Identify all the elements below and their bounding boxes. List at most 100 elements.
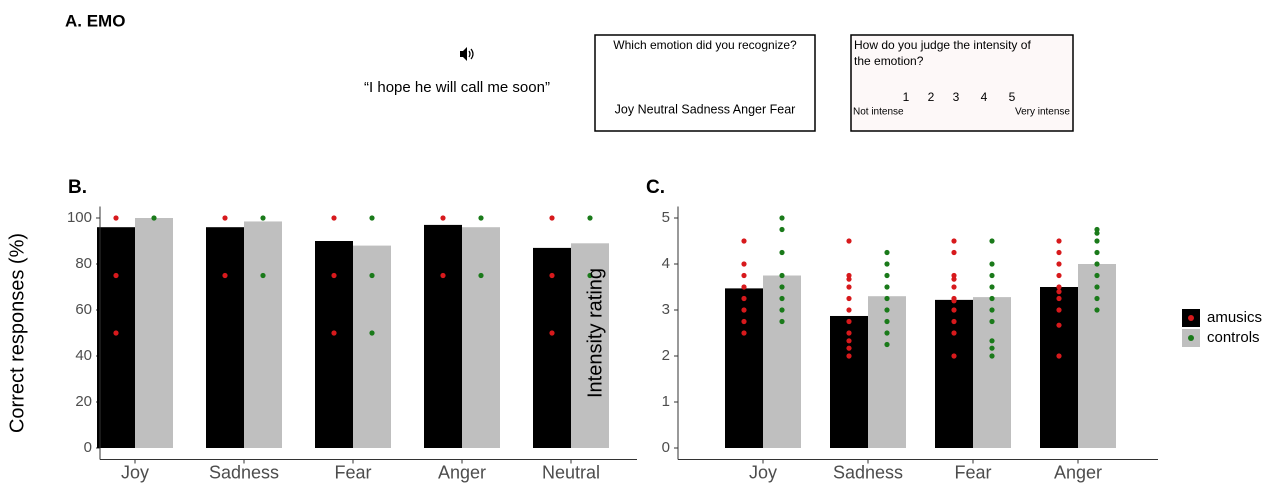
data-point: [951, 284, 957, 290]
data-point: [1056, 238, 1062, 244]
data-point: [846, 330, 852, 336]
x-tick-label: Anger: [438, 462, 486, 482]
data-point: [260, 215, 266, 221]
data-point: [1056, 272, 1062, 279]
data-point: [113, 330, 119, 336]
data-point: [951, 330, 957, 336]
bar: [353, 245, 391, 448]
data-point: [1056, 289, 1062, 295]
data-point: [846, 272, 852, 279]
data-point: [951, 272, 957, 279]
y-tick-label: 0: [662, 439, 670, 456]
data-point: [222, 272, 228, 279]
bar: [206, 227, 244, 448]
scale-number: 2: [928, 90, 935, 104]
data-point: [369, 330, 375, 336]
bar: [97, 227, 135, 448]
data-point: [989, 338, 995, 344]
bar: [1040, 287, 1078, 448]
bar: [244, 221, 282, 448]
bar: [1078, 264, 1116, 448]
y-tick-label: 0: [84, 439, 92, 456]
data-point: [1056, 307, 1062, 313]
data-point: [113, 215, 119, 221]
data-point: [779, 215, 785, 221]
data-point: [884, 272, 890, 279]
data-point: [989, 284, 995, 290]
data-point: [989, 272, 995, 279]
data-point: [1056, 295, 1062, 302]
data-point: [741, 284, 747, 290]
data-point: [1094, 307, 1100, 313]
data-point: [331, 215, 337, 221]
y-tick-label: 40: [75, 347, 92, 364]
data-point: [440, 215, 446, 221]
quote: “I hope he will call me soon”: [364, 79, 550, 96]
data-point: [884, 261, 890, 267]
options: Joy Neutral Sadness Anger Fear: [615, 102, 796, 116]
data-point: [951, 318, 957, 325]
scale-number: 3: [953, 90, 960, 104]
bar: [830, 315, 868, 448]
bar: [315, 241, 353, 448]
data-point: [1094, 249, 1100, 256]
data-point: [1094, 230, 1100, 236]
y-tick-label: 2: [662, 347, 670, 364]
data-point: [741, 238, 747, 244]
legend-label: controls: [1207, 329, 1260, 346]
scale-high: Very intense: [1015, 107, 1070, 118]
data-point: [846, 353, 852, 359]
data-point: [1094, 272, 1100, 279]
data-point: [440, 272, 446, 279]
y-tick-label: 20: [75, 393, 92, 410]
question-title: the emotion?: [854, 54, 924, 68]
data-point: [587, 272, 593, 279]
panel-label: C.: [646, 177, 665, 198]
data-point: [741, 330, 747, 336]
scale-number: 1: [903, 90, 910, 104]
speaker-icon: [460, 47, 474, 61]
data-point: [741, 318, 747, 325]
data-point: [884, 341, 890, 348]
bar: [424, 224, 462, 448]
data-point: [369, 215, 375, 221]
data-point: [741, 307, 747, 313]
data-point: [222, 215, 228, 221]
data-point: [846, 338, 852, 344]
x-tick-label: Fear: [954, 462, 991, 482]
data-point: [331, 330, 337, 336]
data-point: [846, 276, 852, 282]
scale-low: Not intense: [853, 107, 904, 118]
data-point: [1094, 261, 1100, 267]
data-point: [884, 307, 890, 313]
data-point: [846, 307, 852, 313]
question-box: [594, 34, 816, 132]
data-point: [549, 330, 555, 336]
x-tick-label: Fear: [334, 462, 371, 482]
data-point: [587, 215, 593, 221]
data-point: [1094, 295, 1100, 302]
question-title: Which emotion did you recognize?: [613, 38, 797, 52]
y-axis-title: Intensity rating: [584, 268, 606, 398]
data-point: [549, 272, 555, 279]
data-point: [951, 276, 957, 282]
data-point: [741, 272, 747, 279]
x-tick-label: Sadness: [209, 462, 279, 482]
legend-dot: [1188, 315, 1194, 321]
data-point: [1056, 353, 1062, 359]
data-point: [989, 353, 995, 359]
bar: [462, 227, 500, 448]
bar: [763, 275, 801, 448]
data-point: [989, 318, 995, 325]
y-tick-label: 60: [75, 301, 92, 318]
panel-label: B.: [68, 177, 87, 198]
bar: [935, 299, 973, 448]
data-point: [846, 284, 852, 290]
bar: [135, 218, 173, 448]
data-point: [951, 307, 957, 313]
data-point: [951, 298, 957, 304]
data-point: [331, 272, 337, 279]
data-point: [741, 295, 747, 302]
data-point: [779, 272, 785, 279]
data-point: [989, 295, 995, 302]
